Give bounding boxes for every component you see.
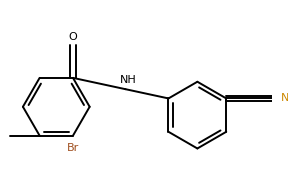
Text: Br: Br (67, 143, 79, 153)
Text: O: O (69, 32, 77, 42)
Text: N: N (281, 94, 288, 103)
Text: NH: NH (120, 75, 137, 85)
